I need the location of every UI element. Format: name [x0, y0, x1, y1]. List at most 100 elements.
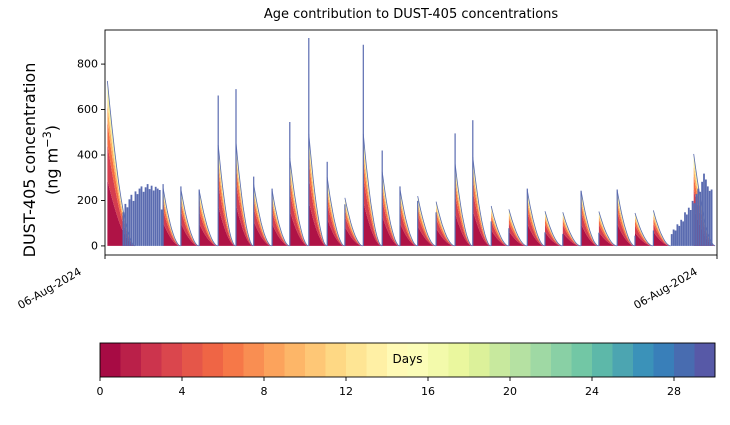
age-wedge-layer: [400, 210, 418, 246]
age-wedge-layer: [527, 211, 545, 246]
age-wedge-layer: [107, 179, 135, 246]
age-wedge-layer: [218, 183, 236, 246]
colorbar-segment: [592, 343, 613, 377]
colorbar-tick-label: 20: [503, 385, 517, 398]
age-wedge-envelope: [435, 201, 455, 247]
main-plot: 0 200 400 600 800: [77, 29, 718, 259]
colorbar-segment: [571, 343, 593, 377]
age-wedge-envelope: [472, 157, 491, 247]
colorbar-segment: [448, 343, 470, 377]
age-wedge-layer: [272, 211, 290, 246]
age-wedge-layer: [436, 218, 455, 246]
age-wedge-layer: [598, 232, 617, 246]
age-wedge-layer: [363, 201, 382, 246]
age-wedge-layer: [180, 210, 199, 246]
colorbar-segment: [120, 343, 142, 377]
colorbar-segment: [223, 343, 244, 377]
colorbar-segment: [530, 343, 552, 377]
colorbar-tick-label: 0: [97, 385, 104, 398]
age-wedge-layer: [236, 181, 254, 246]
age-wedge-layer: [327, 203, 345, 246]
colorbar-segment: [633, 343, 654, 377]
colorbar-segment: [243, 343, 265, 377]
age-wedge-layer: [653, 223, 671, 246]
age-wedge-envelope: [653, 210, 671, 247]
age-wedge-layer: [199, 211, 218, 246]
age-wedge-layer: [417, 215, 436, 246]
colorbar-segment: [387, 343, 408, 377]
colorbar-segment: [674, 343, 695, 377]
colorbar-segment: [325, 343, 347, 377]
age-wedge-layer: [382, 199, 400, 246]
age-wedge-layer: [253, 207, 272, 246]
age-wedges-group: [107, 80, 716, 247]
age-wedge-layer: [508, 223, 527, 246]
age-wedge-layer: [545, 224, 563, 246]
colorbar-segment: [407, 343, 429, 377]
age-wedge-envelope: [634, 212, 653, 247]
age-wedge-envelope: [490, 205, 509, 247]
age-wedge-envelope: [235, 141, 254, 247]
colorbar-tick-label: 16: [421, 385, 435, 398]
age-wedge-envelope: [362, 133, 382, 247]
colorbar-tick-label: 24: [585, 385, 599, 398]
age-wedge-envelope: [217, 145, 236, 247]
colorbar-segment: [264, 343, 285, 377]
y-tick-label: 0: [91, 239, 98, 252]
colorbar-segment: [161, 343, 183, 377]
colorbar-segment: [489, 343, 511, 377]
age-wedge-envelope: [253, 184, 272, 247]
age-wedge-layer: [400, 223, 418, 246]
age-wedge-layer: [417, 226, 436, 246]
age-wedge-layer: [635, 225, 653, 246]
age-wedge-layer: [436, 228, 455, 246]
age-wedge-layer: [199, 223, 218, 246]
y-tick-label: 800: [77, 58, 98, 71]
age-wedge-layer: [455, 194, 473, 246]
age-wedge-layer: [272, 223, 290, 246]
age-wedge-envelope: [344, 197, 363, 247]
age-wedge-envelope: [381, 171, 400, 247]
age-wedge-layer: [363, 176, 382, 246]
age-wedge-layer: [382, 216, 400, 246]
age-wedge-layer: [107, 143, 135, 246]
y-tick-label: 200: [77, 194, 98, 207]
age-wedge-layer: [508, 231, 527, 246]
age-wedge-envelope: [616, 190, 635, 247]
age-wedge-layer: [527, 223, 545, 246]
age-wedge-envelope: [580, 191, 599, 247]
age-wedge-envelope: [526, 190, 545, 247]
age-wedge-layer: [617, 223, 635, 246]
plot-frame: [104, 29, 718, 256]
age-wedge-envelope: [544, 211, 563, 247]
age-wedge-layer: [472, 190, 491, 246]
colorbar-segments-group: [100, 343, 716, 377]
age-wedge-layer: [308, 176, 327, 246]
colorbar-tick-label: 4: [179, 385, 186, 398]
age-wedge-layer: [562, 232, 581, 246]
colorbar-tick-label: 28: [667, 385, 681, 398]
age-wedge-layer: [344, 216, 363, 246]
age-wedge-envelope: [162, 187, 181, 247]
age-wedge-layer: [491, 230, 509, 246]
age-wedge-layer: [635, 232, 653, 246]
age-wedge-layer: [344, 226, 363, 246]
age-wedge-layer: [472, 210, 491, 246]
age-wedge-layer: [308, 201, 327, 246]
colorbar: 0 4 8 12 16 20 24 28: [97, 342, 716, 398]
age-wedge-layer: [581, 224, 599, 246]
chart-title: Age contribution to DUST-405 concentrati…: [263, 7, 559, 22]
age-wedge-envelope: [562, 212, 581, 247]
age-wedge-envelope: [399, 189, 418, 247]
colorbar-segment: [428, 343, 449, 377]
age-wedge-layer: [545, 232, 563, 246]
age-wedge-layer: [562, 225, 581, 246]
age-wedge-layer: [218, 205, 236, 246]
age-wedge-layer: [617, 211, 635, 246]
age-wedge-envelope: [598, 211, 617, 247]
age-wedge-envelope: [198, 190, 218, 247]
axes-group: 0 200 400 600 800: [77, 29, 718, 259]
age-wedge-layer: [163, 222, 181, 246]
spikes-group: [122, 38, 713, 246]
